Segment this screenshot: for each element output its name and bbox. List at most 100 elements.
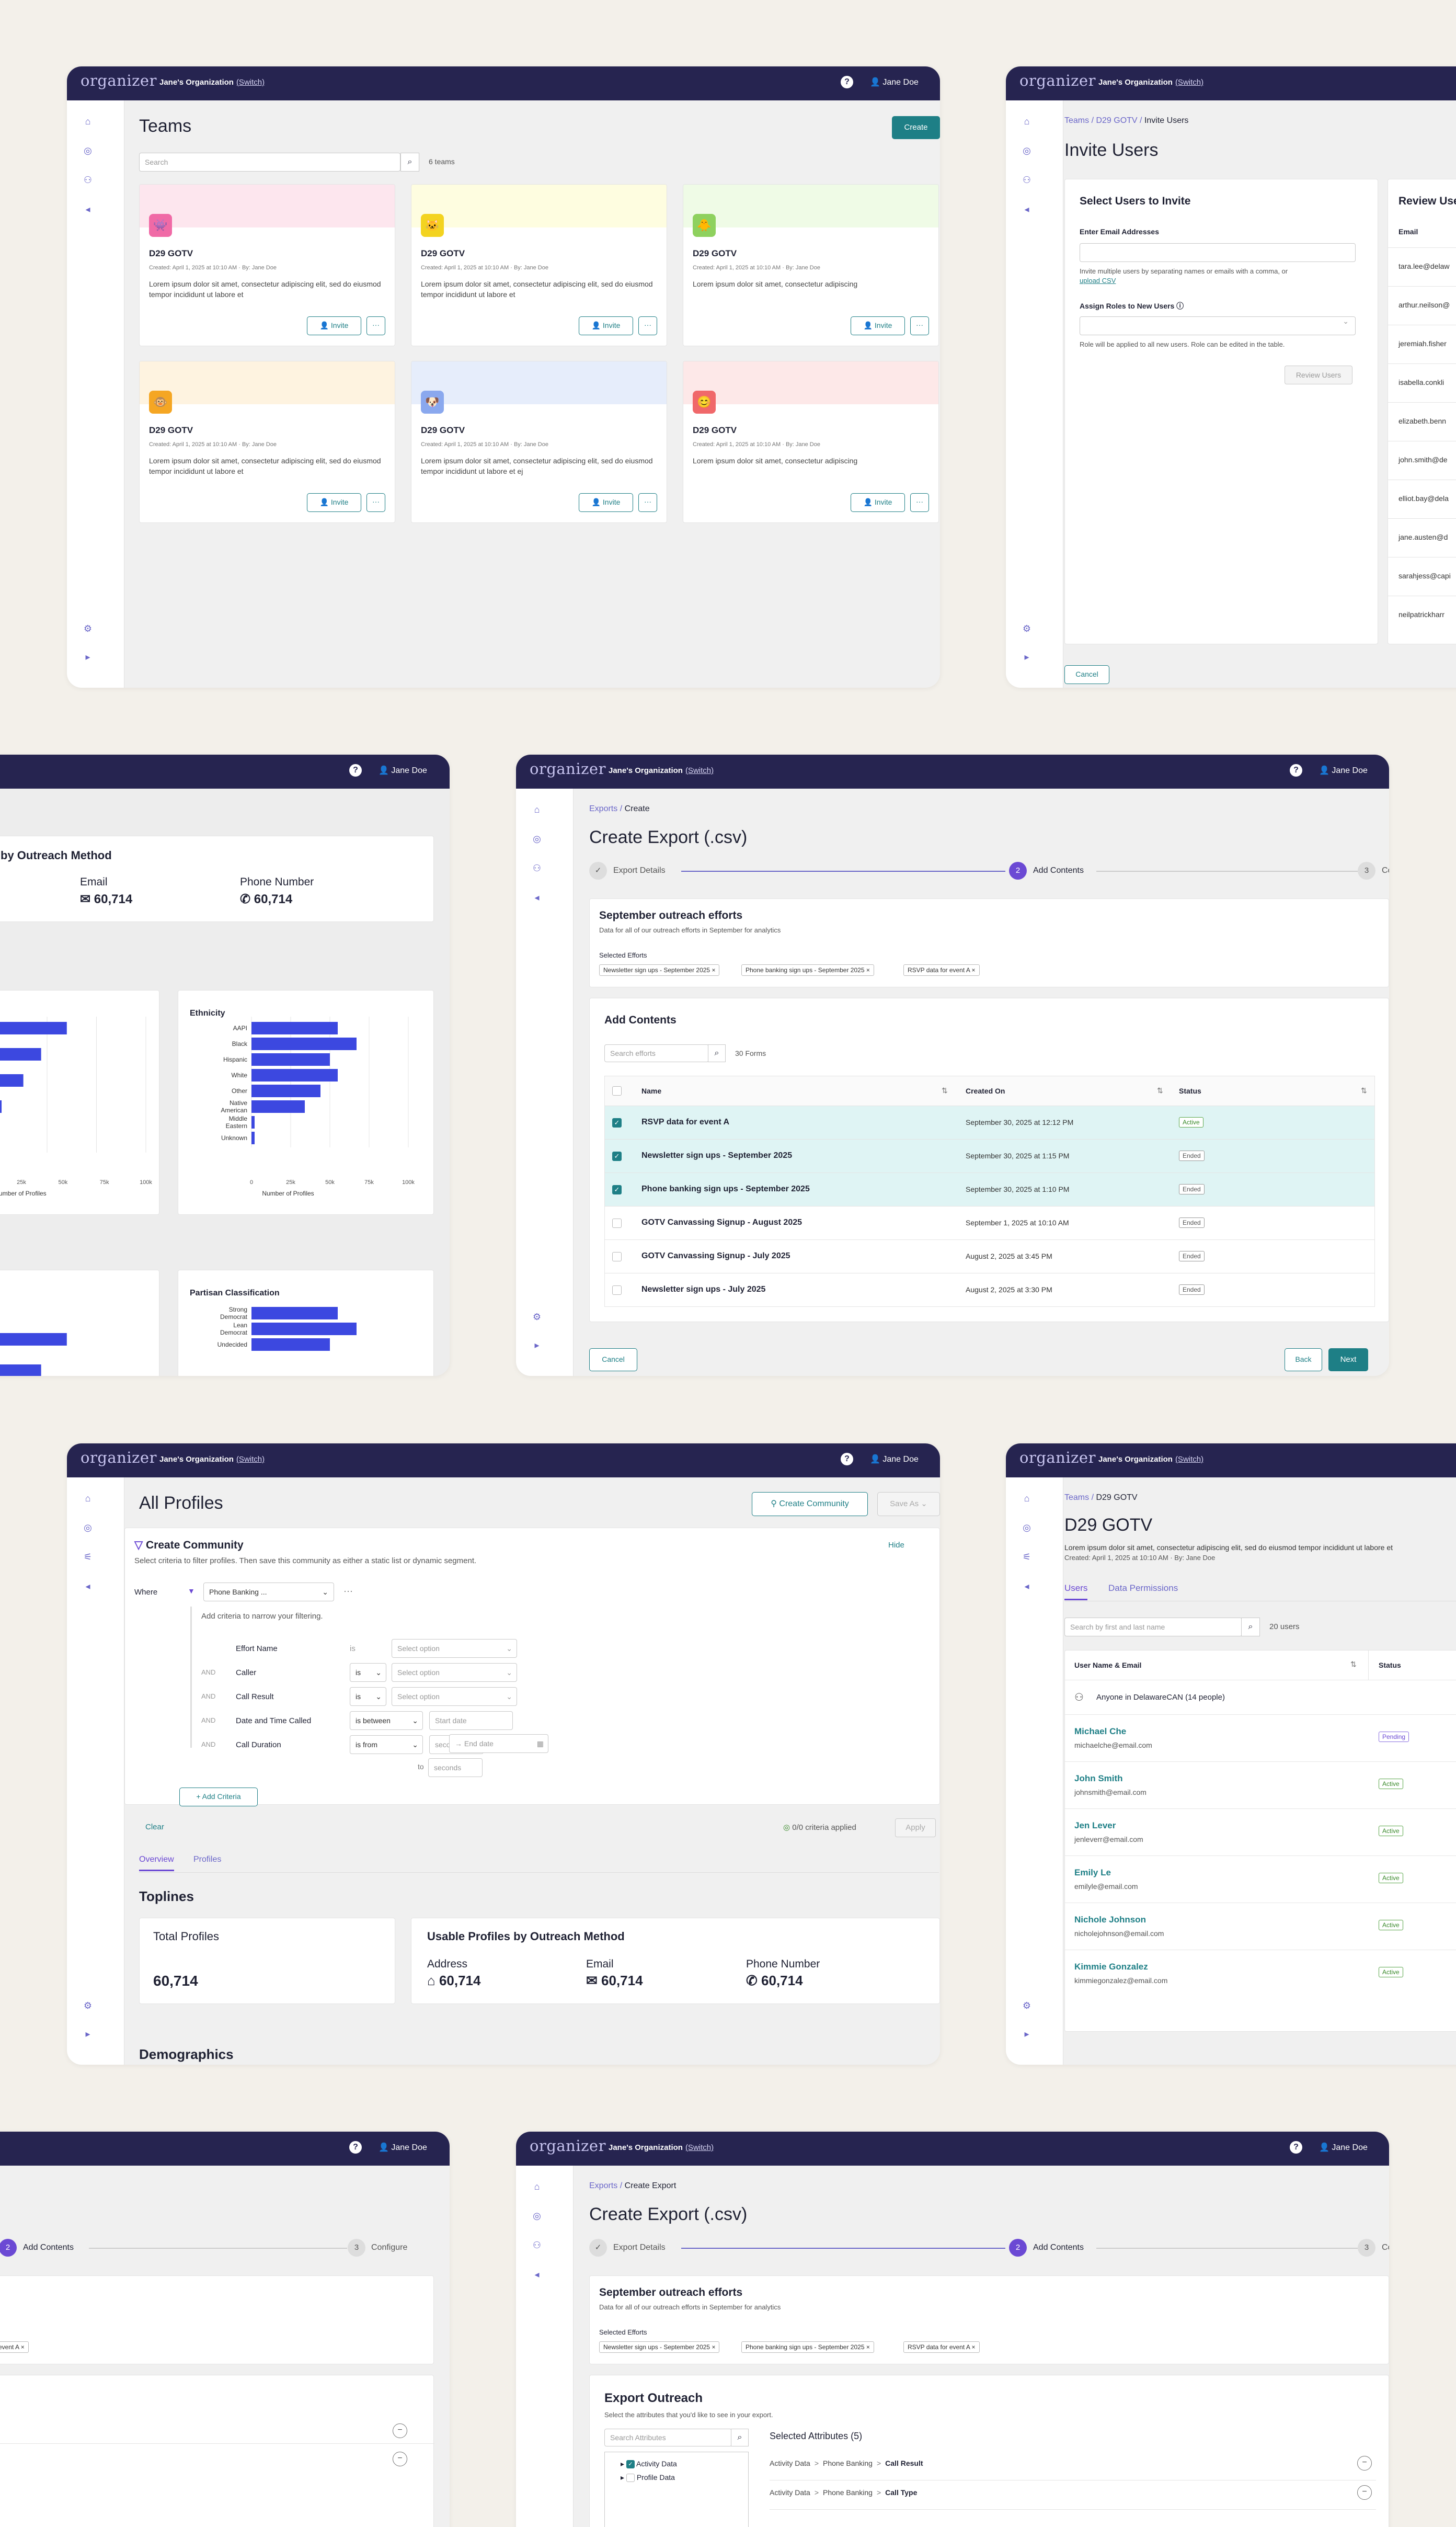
settings-icon[interactable]: ⚙: [532, 1312, 542, 1322]
user-name[interactable]: Jen Lever: [1074, 1820, 1116, 1830]
compass-icon[interactable]: ◎: [84, 145, 92, 156]
row-checkbox[interactable]: ✓: [612, 1118, 622, 1128]
value-select[interactable]: Start date: [429, 1711, 513, 1730]
team-name[interactable]: D29 GOTV: [149, 248, 193, 258]
user-name[interactable]: John Smith: [1074, 1773, 1123, 1783]
effort-chip[interactable]: Phone banking sign ups - September 2025 …: [741, 2341, 874, 2353]
tree-item-activity[interactable]: ▸ ✓ Activity Data: [621, 2460, 677, 2469]
switch-link[interactable]: (Switch): [236, 78, 265, 87]
user-name[interactable]: Michael Che: [1074, 1726, 1127, 1736]
row-checkbox[interactable]: [612, 1285, 622, 1295]
user-row[interactable]: Michael Che michaelche@email.com Pending: [1065, 1714, 1456, 1761]
where-toggle-icon[interactable]: ▼: [188, 1587, 195, 1595]
compass-icon[interactable]: ◎: [1023, 145, 1031, 156]
table-row[interactable]: ✓ Newsletter sign ups - September 2025 Sep…: [604, 1140, 1375, 1173]
remove-icon[interactable]: −: [393, 2452, 407, 2466]
col-created[interactable]: Created On: [966, 1087, 1005, 1095]
search-icon[interactable]: ⌕: [708, 1044, 726, 1062]
checkbox[interactable]: [626, 2474, 635, 2483]
help-icon[interactable]: ?: [349, 2141, 362, 2154]
user-name[interactable]: Kimmie Gonzalez: [1074, 1962, 1148, 1972]
switch-link[interactable]: (Switch): [685, 2143, 714, 2152]
apply-button[interactable]: Apply: [895, 1818, 936, 1837]
invite-button[interactable]: 👤 Invite: [307, 493, 361, 512]
more-button[interactable]: ···: [910, 316, 929, 335]
review-users-button[interactable]: Review Users: [1285, 366, 1352, 384]
value-select[interactable]: Select option ⌄: [392, 1639, 517, 1658]
back-button[interactable]: Back: [1285, 1348, 1322, 1371]
sort-icon[interactable]: ⇅: [1361, 1086, 1367, 1095]
user-menu[interactable]: 👤 Jane Doe: [379, 766, 427, 775]
operator-select[interactable]: is from ⌄: [350, 1735, 423, 1754]
email-field[interactable]: [1080, 243, 1356, 262]
people-icon[interactable]: ⚇: [532, 863, 542, 873]
checkbox[interactable]: ✓: [626, 2460, 635, 2469]
compass-icon[interactable]: ◎: [1023, 1522, 1031, 1533]
help-icon[interactable]: ?: [1290, 2141, 1302, 2154]
more-button[interactable]: ···: [910, 493, 929, 512]
home-icon[interactable]: ⌂: [85, 1493, 91, 1504]
people-icon[interactable]: ⚇: [532, 2240, 542, 2250]
compass-icon[interactable]: ◎: [533, 2211, 541, 2221]
crumb-teams[interactable]: Teams: [1064, 1493, 1090, 1502]
expand-icon[interactable]: ▸: [85, 2029, 90, 2039]
settings-icon[interactable]: ⚙: [1022, 623, 1031, 634]
phone-banking-select[interactable]: Phone Banking ... ⌄: [203, 1583, 334, 1601]
col-status[interactable]: Status: [1379, 1661, 1401, 1669]
search-attributes-input[interactable]: Search Attributes: [604, 2429, 732, 2446]
effort-chip[interactable]: RSVP data for event A ×: [903, 964, 980, 976]
help-icon[interactable]: ?: [349, 764, 362, 777]
sort-icon[interactable]: ⇅: [942, 1086, 948, 1095]
create-button[interactable]: Create: [892, 116, 940, 139]
search-icon[interactable]: ⌕: [731, 2429, 749, 2446]
megaphone-icon[interactable]: ◂: [85, 204, 90, 214]
table-row[interactable]: GOTV Canvassing Signup - July 2025 August…: [604, 1240, 1375, 1273]
help-icon[interactable]: ?: [1290, 764, 1302, 777]
cancel-button[interactable]: Cancel: [1064, 665, 1109, 684]
row-checkbox[interactable]: [612, 1252, 622, 1261]
people-icon[interactable]: ⚇: [1022, 175, 1031, 185]
megaphone-icon[interactable]: ◂: [1024, 1581, 1029, 1591]
create-community-button[interactable]: ⚲ Create Community: [752, 1492, 868, 1516]
expand-icon[interactable]: ▸: [1024, 2029, 1029, 2039]
invite-button[interactable]: 👤 Invite: [851, 316, 905, 335]
effort-chip[interactable]: event A ×: [0, 2341, 29, 2353]
megaphone-icon[interactable]: ◂: [534, 892, 540, 903]
search-input[interactable]: Search: [139, 153, 400, 172]
sort-icon[interactable]: ⇅: [1157, 1086, 1163, 1095]
table-row[interactable]: ✓ Phone banking sign ups - September 2025…: [604, 1173, 1375, 1206]
roles-select[interactable]: ⌄: [1080, 316, 1356, 335]
crumb-teams[interactable]: Teams: [1064, 116, 1090, 125]
value-select[interactable]: Select option ⌄: [392, 1687, 517, 1706]
remove-icon[interactable]: −: [1357, 2485, 1372, 2500]
expand-icon[interactable]: ▸: [1024, 652, 1029, 662]
user-row[interactable]: Jen Lever jenleverr@email.com Active: [1065, 1808, 1456, 1856]
team-card[interactable]: 🐶 D29 GOTV Created: April 1, 2025 at 10:10…: [411, 361, 667, 523]
switch-link[interactable]: (Switch): [685, 766, 714, 775]
save-as-button[interactable]: Save As ⌄: [877, 1492, 940, 1516]
clear-link[interactable]: Clear: [145, 1823, 164, 1831]
effort-chip[interactable]: Phone banking sign ups - September 2025 …: [741, 964, 874, 976]
end-date-field[interactable]: → End date ▦: [449, 1734, 548, 1753]
value-select[interactable]: Select option ⌄: [392, 1663, 517, 1682]
settings-icon[interactable]: ⚙: [83, 2000, 93, 2011]
row-checkbox[interactable]: ✓: [612, 1185, 622, 1194]
tree-item-profile[interactable]: ▸ Profile Data: [621, 2473, 675, 2483]
rss-icon[interactable]: ⚟: [1022, 1552, 1031, 1562]
seconds-to-field[interactable]: seconds: [428, 1758, 483, 1777]
more-button[interactable]: ···: [638, 316, 657, 335]
crumb-exports[interactable]: Exports: [589, 2181, 618, 2190]
home-icon[interactable]: ⌂: [534, 804, 540, 815]
home-icon[interactable]: ⌂: [534, 2181, 540, 2192]
crumb-exports[interactable]: Exports: [589, 804, 618, 813]
search-efforts-input[interactable]: Search efforts: [604, 1044, 709, 1062]
search-users-input[interactable]: Search by first and last name: [1064, 1618, 1242, 1636]
team-name[interactable]: D29 GOTV: [421, 425, 465, 435]
effort-chip[interactable]: Newsletter sign ups - September 2025 ×: [599, 2341, 720, 2353]
team-card[interactable]: 🐱 D29 GOTV Created: April 1, 2025 at 10:10…: [411, 184, 667, 346]
expand-icon[interactable]: ▸: [534, 1340, 540, 1350]
operator-select[interactable]: is ⌄: [350, 1663, 386, 1682]
col-status[interactable]: Status: [1179, 1087, 1201, 1095]
expand-icon[interactable]: ▸: [85, 652, 90, 662]
invite-button[interactable]: 👤 Invite: [851, 493, 905, 512]
